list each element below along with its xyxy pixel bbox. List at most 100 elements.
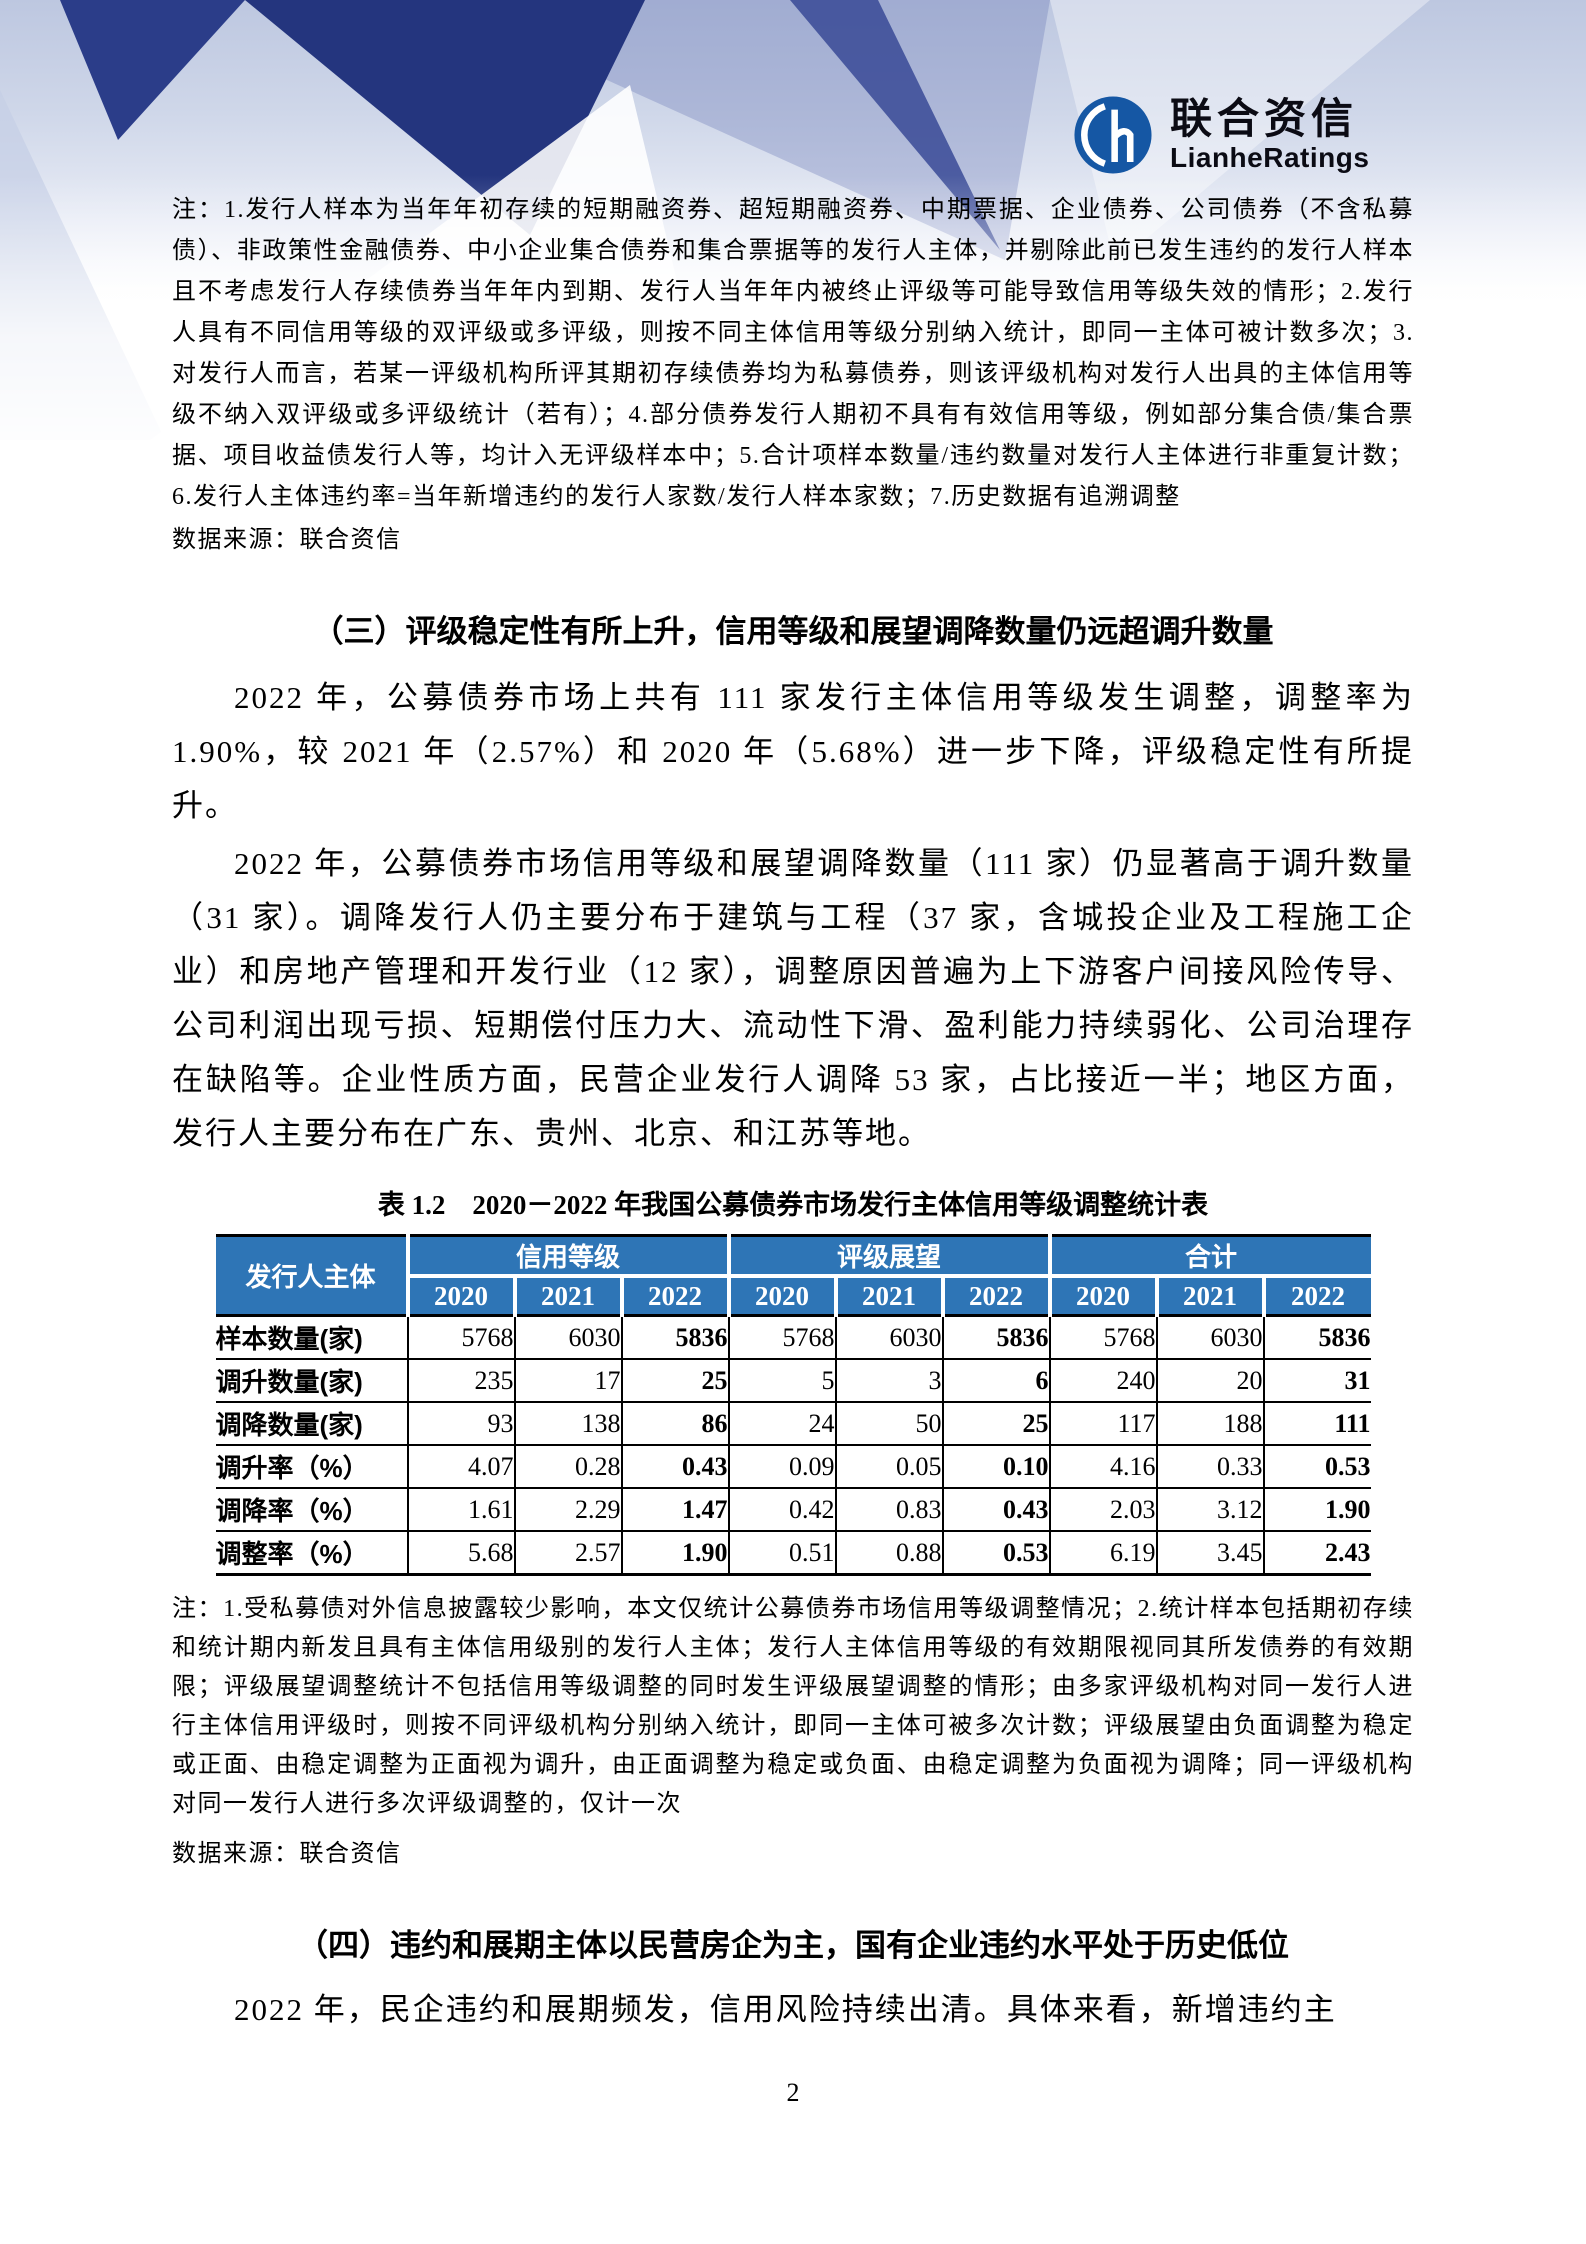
cell-value: 4.16 <box>1048 1444 1157 1488</box>
cell-value: 86 <box>620 1401 729 1445</box>
page-number: 2 <box>786 2078 800 2107</box>
cell-value: 6030 <box>834 1315 943 1359</box>
cell-value: 1.90 <box>620 1530 729 1575</box>
cell-value: 0.51 <box>727 1530 836 1575</box>
top-figure-notes: 注：1.发行人样本为当年年初存续的短期融资券、超短期融资券、中期票据、企业债券、… <box>172 197 1414 510</box>
rating-table-body: 样本数量(家) 5768 6030 5836 5768 6030 5836 5768 6030 5… <box>215 1315 1371 1575</box>
table-header: 发行人主体 信用等级 评级展望 合计 2020 2021 2022 2020 2… <box>215 1235 1371 1316</box>
cell-value: 0.83 <box>834 1487 943 1531</box>
cell-value: 1.90 <box>1262 1487 1371 1531</box>
section-4-heading: （四）违约和展期主体以民营房企为主，国有企业违约水平处于历史低位 <box>297 1928 1289 1963</box>
cell-value: 20 <box>1155 1358 1264 1402</box>
cell-value: 117 <box>1048 1401 1157 1445</box>
cell-value: 2.29 <box>513 1487 622 1531</box>
year-header-2021: 2021 <box>1154 1276 1264 1316</box>
cell-value: 24 <box>727 1401 836 1445</box>
cell-value: 138 <box>513 1401 622 1445</box>
cell-value: 0.33 <box>1155 1444 1264 1488</box>
cell-value: 25 <box>620 1358 729 1402</box>
cell-value: 5768 <box>1048 1315 1157 1359</box>
table-row: 调降数量(家) 93 138 86 24 50 25 117 188 111 <box>215 1401 1371 1445</box>
cell-value: 2.03 <box>1048 1487 1157 1531</box>
data-source-table: 数据来源：联合资信 <box>172 1841 402 1867</box>
table-corner-header: 发行人主体 <box>215 1235 408 1316</box>
decor-bottom-fade <box>0 175 1586 560</box>
lianhe-logo-icon <box>1074 96 1152 174</box>
cell-value: 25 <box>941 1401 1050 1445</box>
cell-value: 5836 <box>941 1315 1050 1359</box>
year-header-2021: 2021 <box>512 1276 622 1316</box>
table-year-header-row: 2020 2021 2022 2020 2021 2022 2020 2021 … <box>216 1276 1371 1316</box>
cell-value: 5836 <box>620 1315 729 1359</box>
cell-value: 6.19 <box>1048 1530 1157 1575</box>
section-3-paragraph-2: 2022 年，公募债券市场信用等级和展望调降数量（111 家）仍显著高于调升数量… <box>172 846 1414 1151</box>
page-content: 注：1.发行人样本为当年年初存续的短期融资券、超短期融资券、中期票据、企业债券、… <box>172 197 1414 2027</box>
row-label: 调整率（%） <box>215 1530 408 1575</box>
cell-value: 2.43 <box>1262 1530 1371 1575</box>
group-header-total: 合计 <box>1047 1235 1371 1278</box>
cell-value: 0.53 <box>1262 1444 1371 1488</box>
cell-value: 2.57 <box>513 1530 622 1575</box>
cell-value: 50 <box>834 1401 943 1445</box>
cell-value: 93 <box>406 1401 515 1445</box>
cell-value: 235 <box>406 1358 515 1402</box>
lianhe-ratings-logo: 联合资信 LianheRatings <box>1072 94 1369 176</box>
header-decoration <box>0 0 1586 560</box>
group-header-credit-rating: 信用等级 <box>405 1235 729 1278</box>
year-header-2020: 2020 <box>1047 1276 1157 1316</box>
cell-value: 3.12 <box>1155 1487 1264 1531</box>
cell-value: 6030 <box>1155 1315 1264 1359</box>
cell-value: 5768 <box>406 1315 515 1359</box>
cell-value: 0.88 <box>834 1530 943 1575</box>
year-header-2022: 2022 <box>1261 1276 1371 1316</box>
data-source-top: 数据来源：联合资信 <box>172 527 402 553</box>
year-header-2020: 2020 <box>405 1276 515 1316</box>
row-label: 调升数量(家) <box>215 1358 408 1402</box>
cell-value: 1.61 <box>406 1487 515 1531</box>
row-label: 样本数量(家) <box>215 1324 363 1354</box>
year-header-2022: 2022 <box>940 1276 1050 1316</box>
cell-value: 5.68 <box>406 1530 515 1575</box>
year-header-2020: 2020 <box>726 1276 836 1316</box>
logo-text: 联合资信 LianheRatings <box>1170 96 1369 174</box>
logo-english-name: LianheRatings <box>1170 141 1370 173</box>
cell-value: 0.28 <box>513 1444 622 1488</box>
cell-value: 5836 <box>1262 1315 1371 1359</box>
cell-value: 6030 <box>513 1315 622 1359</box>
cell-value: 0.42 <box>727 1487 836 1531</box>
cell-value: 0.10 <box>941 1444 1050 1488</box>
cell-value: 5 <box>727 1358 836 1402</box>
cell-value: 111 <box>1262 1401 1371 1445</box>
table-group-header-row: 发行人主体 信用等级 评级展望 合计 <box>215 1235 1371 1316</box>
section-4-paragraph-1: 2022 年，民企违约和展期频发，信用风险持续出清。具体来看，新增违约主 <box>234 1992 1337 2027</box>
logo-chinese-name: 联合资信 <box>1170 95 1359 143</box>
cell-value: 3 <box>834 1358 943 1402</box>
row-label: 调升率（%） <box>215 1444 408 1488</box>
table-row: 调升数量(家) 235 17 25 5 3 6 240 20 31 <box>215 1358 1371 1402</box>
cell-value: 4.07 <box>406 1444 515 1488</box>
cell-value: 1.47 <box>620 1487 729 1531</box>
cell-value: 3.45 <box>1155 1530 1264 1575</box>
table-row: 样本数量(家) 5768 6030 5836 5768 6030 5836 5768 6030 5… <box>215 1315 1371 1359</box>
cell-value: 0.53 <box>941 1530 1050 1575</box>
year-header-2021: 2021 <box>833 1276 943 1316</box>
row-label: 调降数量(家) <box>215 1401 408 1445</box>
section-3-heading: （三）评级稳定性有所上升，信用等级和展望调降数量仍远超调升数量 <box>312 614 1274 649</box>
year-header-2022: 2022 <box>619 1276 729 1316</box>
cell-value: 0.09 <box>727 1444 836 1488</box>
row-label: 调降率（%） <box>215 1487 408 1531</box>
cell-value: 0.05 <box>834 1444 943 1488</box>
table-1-2-title: 表 1.2 2020－2022 年我国公募债券市场发行主体信用等级调整统计表 <box>377 1190 1209 1220</box>
table-row: 调升率（%） 4.07 0.28 0.43 0.09 0.05 0.10 4.16 0.33 0.… <box>215 1444 1371 1488</box>
cell-value: 0.43 <box>941 1487 1050 1531</box>
section-3-paragraph-1: 2022 年，公募债券市场上共有 111 家发行主体信用等级发生调整，调整率为 … <box>172 680 1414 823</box>
rating-adjustment-table: 发行人主体 信用等级 评级展望 合计 2020 2021 2022 2020 2… <box>215 1234 1371 1576</box>
table-row: 调整率（%） 5.68 2.57 1.90 0.51 0.88 0.53 6.19 3.45 2.… <box>215 1530 1371 1575</box>
cell-value: 17 <box>513 1358 622 1402</box>
table-row: 调降率（%） 1.61 2.29 1.47 0.42 0.83 0.43 2.03 3.12 1.… <box>215 1487 1371 1531</box>
cell-value: 0.43 <box>620 1444 729 1488</box>
cell-value: 6 <box>941 1358 1050 1402</box>
cell-value: 31 <box>1262 1358 1371 1402</box>
group-header-rating-outlook: 评级展望 <box>726 1235 1050 1278</box>
